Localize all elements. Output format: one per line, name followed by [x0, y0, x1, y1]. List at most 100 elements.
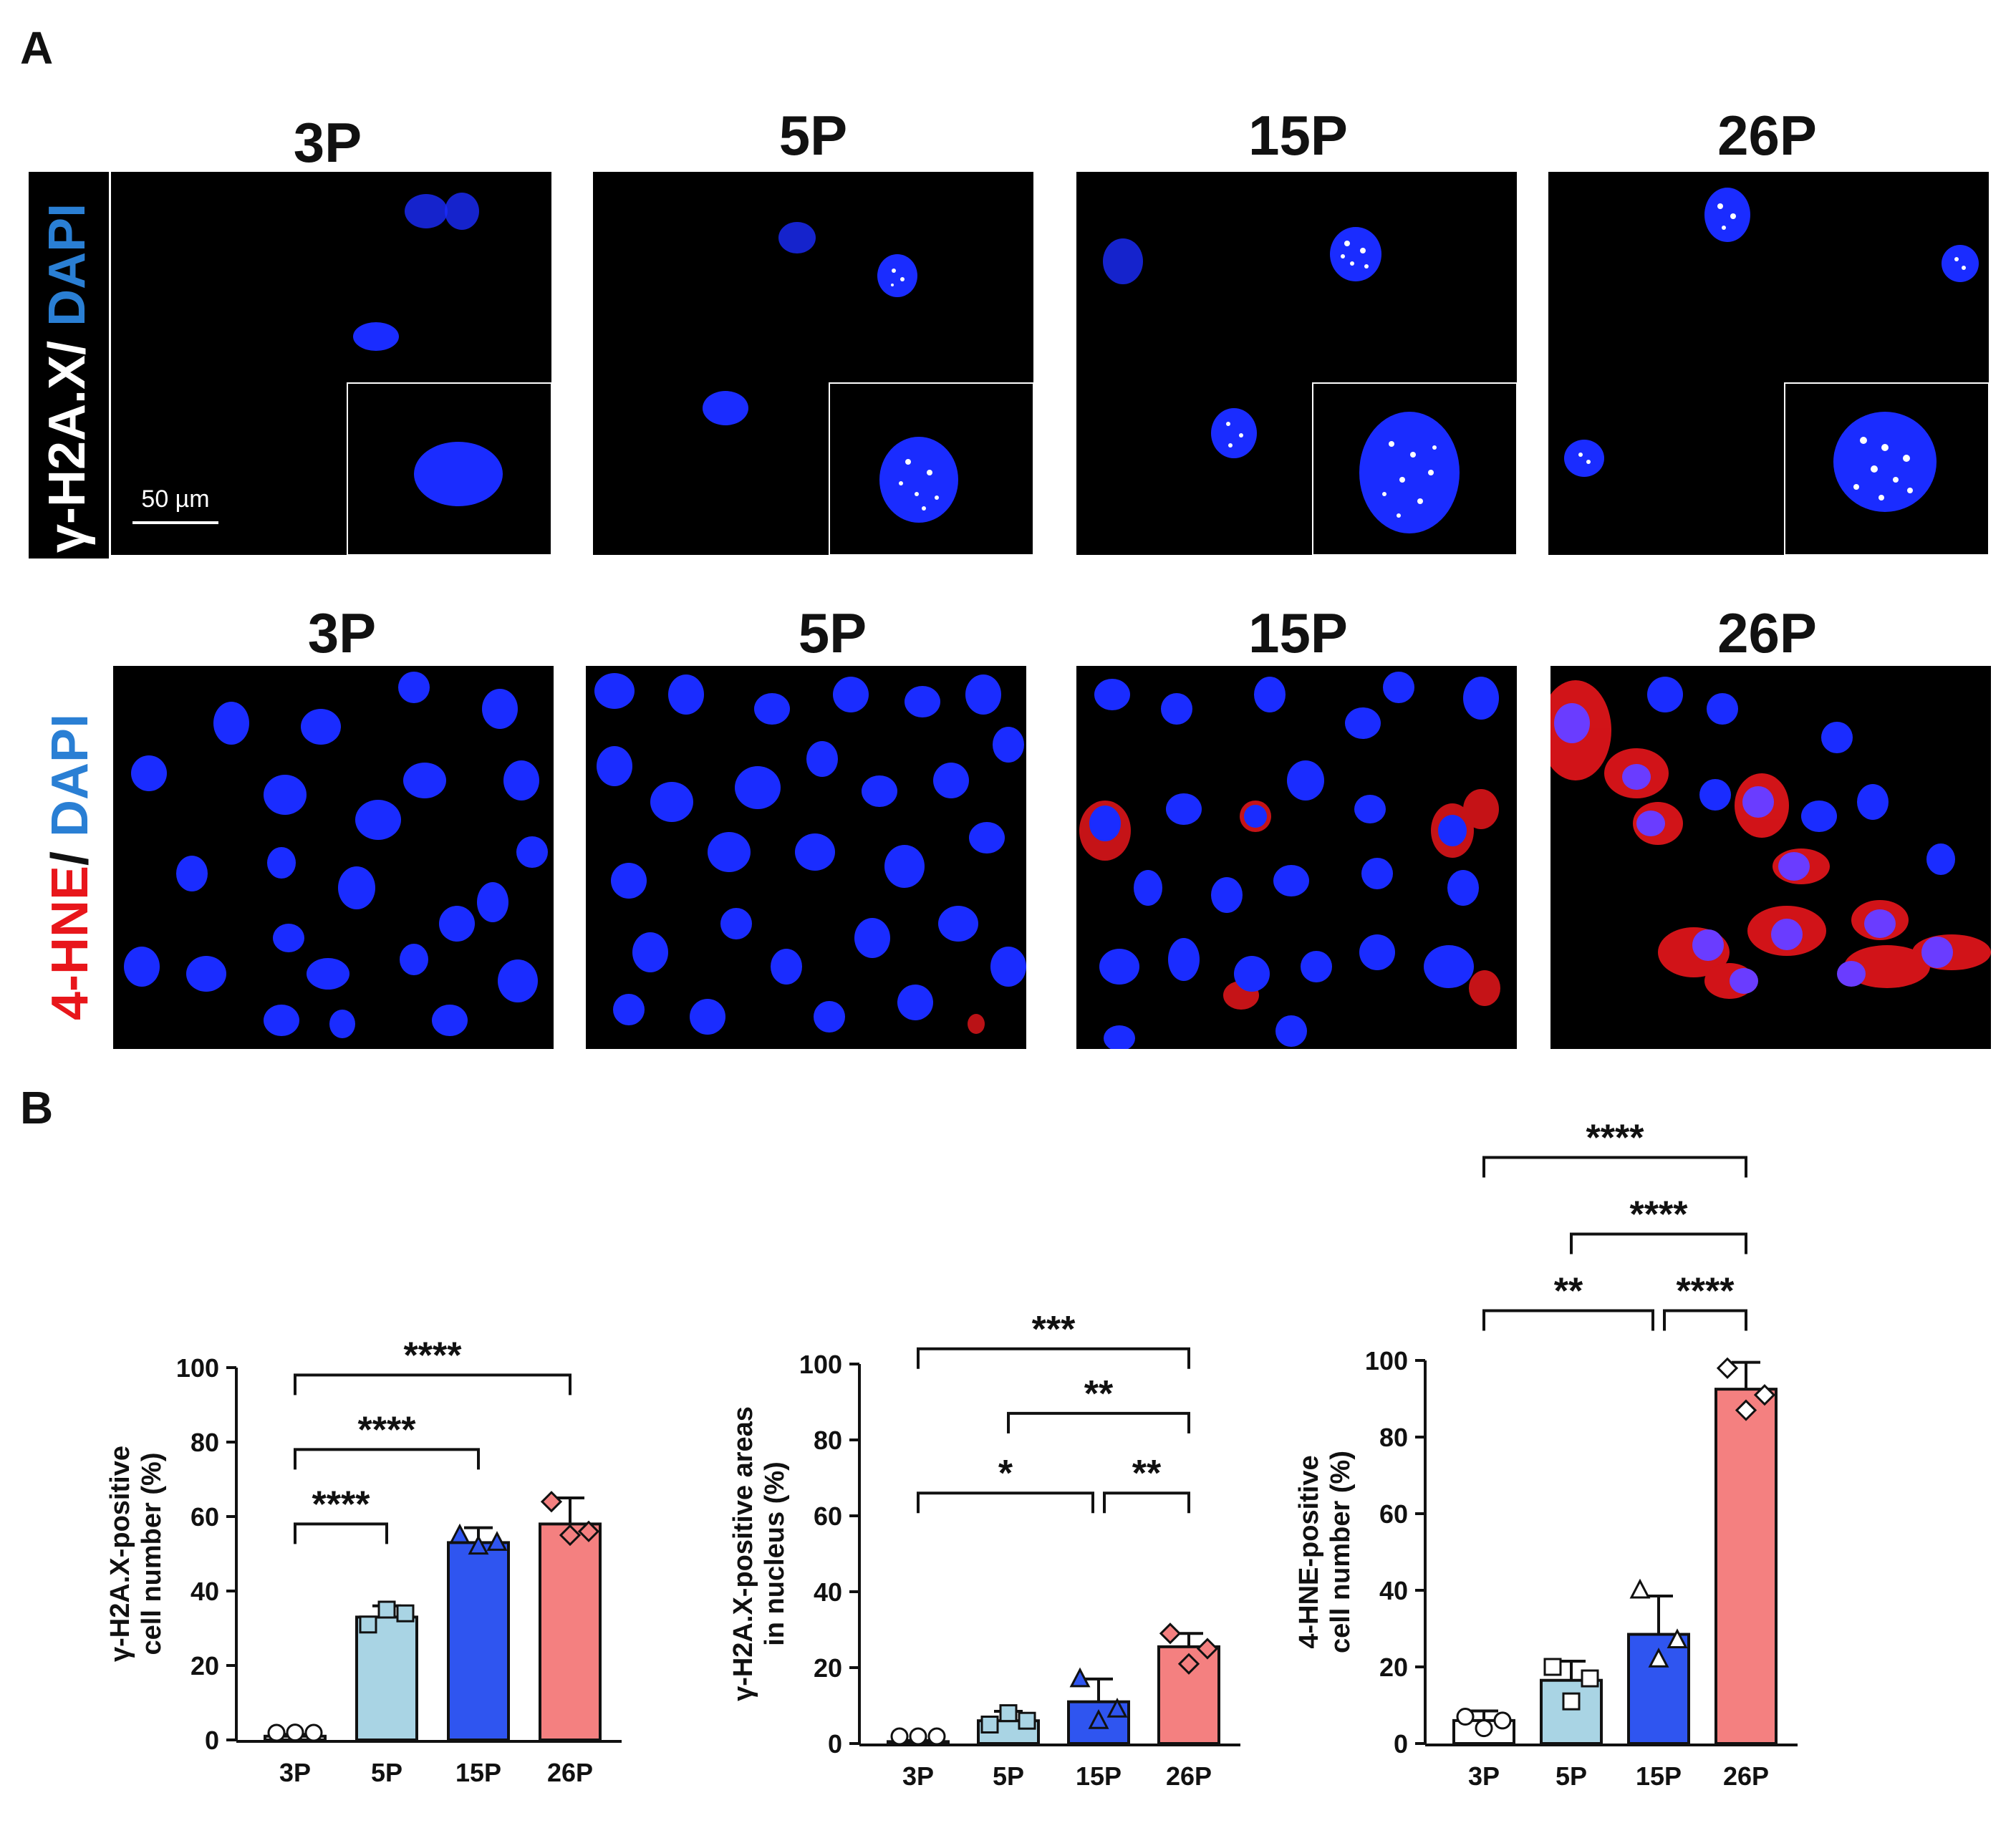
- data-point: [1667, 1628, 1688, 1649]
- data-point: [1196, 1638, 1219, 1660]
- significance-bracket: [1482, 1309, 1654, 1331]
- row2-separator: /: [42, 836, 99, 866]
- y-tick-label: 80: [190, 1428, 219, 1457]
- data-point: [1562, 1692, 1581, 1711]
- column-title-5p: 5P: [778, 104, 848, 167]
- y-tick-label: 40: [814, 1577, 842, 1607]
- data-point: [377, 1600, 396, 1619]
- y-axis-label: cell number (%): [1326, 1451, 1356, 1653]
- data-point: [468, 1534, 489, 1555]
- chart-h2ax-area: 0 20 40 60 80 100 γ-H2A.X-positive areas in nuc…: [705, 1309, 1278, 1819]
- panel-label-b: B: [20, 1082, 54, 1133]
- y-tick-label: 0: [205, 1726, 219, 1755]
- micrograph-hne-15p: [1076, 666, 1517, 1049]
- row2-label: 4-HNE/ DAPI: [42, 713, 99, 1020]
- data-point: [999, 1704, 1018, 1723]
- y-tick-label: 60: [190, 1502, 219, 1532]
- significance-bracket: [1482, 1156, 1747, 1178]
- x-tick-label: 26P: [1166, 1761, 1212, 1791]
- significance-bracket: [1663, 1309, 1747, 1331]
- data-point: [1648, 1648, 1669, 1668]
- data-point: [1475, 1719, 1493, 1738]
- chart-svg-3: 0 20 40 60 80 100 4-HNE-positive cell number (%…: [1294, 1117, 1798, 1791]
- x-tick-label: 5P: [371, 1758, 402, 1787]
- micrograph-h2ax-3p: 50 µm: [111, 172, 551, 555]
- x-tick-label: 3P: [1468, 1761, 1500, 1791]
- data-point: [359, 1615, 377, 1634]
- bar: [1714, 1388, 1778, 1745]
- x-tick-label: 5P: [993, 1761, 1024, 1791]
- data-point: [267, 1723, 286, 1742]
- y-tick-label: 60: [814, 1502, 842, 1531]
- data-point: [577, 1520, 600, 1542]
- data-point: [1177, 1653, 1200, 1675]
- y-tick-label: 100: [1365, 1346, 1408, 1375]
- significance-bracket: [294, 1448, 480, 1470]
- bar: [447, 1541, 510, 1741]
- column-title-26p-row2: 26P: [1717, 601, 1817, 664]
- micrograph-h2ax-15p: [1076, 172, 1517, 555]
- significance-label: **: [1084, 1373, 1114, 1415]
- chart-svg-2: 0 20 40 60 80 100 γ-H2A.X-positive areas in nuc…: [728, 1309, 1240, 1791]
- x-tick-label: 15P: [455, 1758, 501, 1787]
- data-point: [1456, 1708, 1475, 1726]
- data-point: [1716, 1357, 1739, 1379]
- significance-label: ****: [404, 1335, 463, 1376]
- y-tick-label: 100: [799, 1350, 842, 1379]
- data-point: [927, 1727, 946, 1746]
- row1-label: γ-H2A.X/ DAPI: [39, 203, 96, 553]
- x-tick-label: 3P: [279, 1758, 311, 1787]
- data-point: [559, 1524, 582, 1547]
- data-point: [909, 1727, 927, 1746]
- column-title-3p: 3P: [293, 111, 362, 174]
- data-point: [1581, 1669, 1599, 1688]
- x-tick-label: 26P: [547, 1758, 593, 1787]
- y-tick-label: 0: [828, 1729, 842, 1759]
- significance-label: **: [1132, 1453, 1162, 1494]
- column-title-3p-row2: 3P: [307, 601, 377, 664]
- column-title-15p-row2: 15P: [1248, 601, 1348, 664]
- data-point: [540, 1491, 563, 1513]
- significance-bracket: [917, 1347, 1190, 1369]
- x-tick-label: 15P: [1636, 1761, 1682, 1791]
- y-axis-label: 4-HNE-positive: [1294, 1455, 1324, 1648]
- x-tick-label: 5P: [1556, 1761, 1587, 1791]
- data-point: [1735, 1399, 1757, 1421]
- data-point: [980, 1716, 999, 1733]
- chart-h2ax-cell-number: 0 20 40 60 80 100 γ-H2A.X-positive cell number …: [93, 1325, 630, 1819]
- y-tick-label: 0: [1394, 1729, 1408, 1759]
- bar: [1540, 1678, 1603, 1745]
- significance-label: ****: [358, 1409, 417, 1451]
- y-tick-label: 40: [1379, 1576, 1408, 1605]
- column-title-5p-row2: 5P: [798, 601, 867, 664]
- significance-label: ****: [312, 1484, 371, 1525]
- y-axis-label: cell number (%): [137, 1453, 167, 1655]
- data-point: [1543, 1658, 1562, 1676]
- data-point: [1069, 1667, 1091, 1688]
- row2-marker-hne: 4-HNE: [42, 865, 99, 1020]
- data-point: [449, 1523, 471, 1544]
- column-title-26p: 26P: [1717, 104, 1817, 167]
- significance-bracket: [1570, 1232, 1747, 1254]
- micrograph-h2ax-5p: [593, 172, 1033, 555]
- data-point: [1493, 1711, 1512, 1730]
- y-axis-label: in nucleus (%): [760, 1461, 790, 1646]
- panel-label-a: A: [20, 22, 54, 74]
- row1-marker-dapi: DAPI: [39, 203, 96, 327]
- significance-bracket: [294, 1522, 388, 1544]
- micrograph-h2ax-26p: [1548, 172, 1989, 555]
- y-tick-label: 100: [176, 1353, 219, 1383]
- row1-marker-h2ax: γ-H2A.X: [39, 354, 96, 553]
- y-tick-label: 40: [190, 1577, 219, 1606]
- significance-label: ****: [1586, 1117, 1645, 1159]
- significance-label: ****: [1677, 1270, 1735, 1312]
- significance-bracket: [1007, 1411, 1190, 1433]
- significance-bracket: [917, 1491, 1094, 1514]
- x-tick-label: 26P: [1723, 1761, 1769, 1791]
- x-tick-label: 3P: [902, 1761, 934, 1791]
- micrograph-hne-5p: [586, 666, 1026, 1049]
- column-title-15p: 15P: [1248, 104, 1348, 167]
- bar: [355, 1615, 418, 1741]
- row2-marker-dapi: DAPI: [42, 713, 99, 837]
- row1-label-bg: [29, 172, 109, 558]
